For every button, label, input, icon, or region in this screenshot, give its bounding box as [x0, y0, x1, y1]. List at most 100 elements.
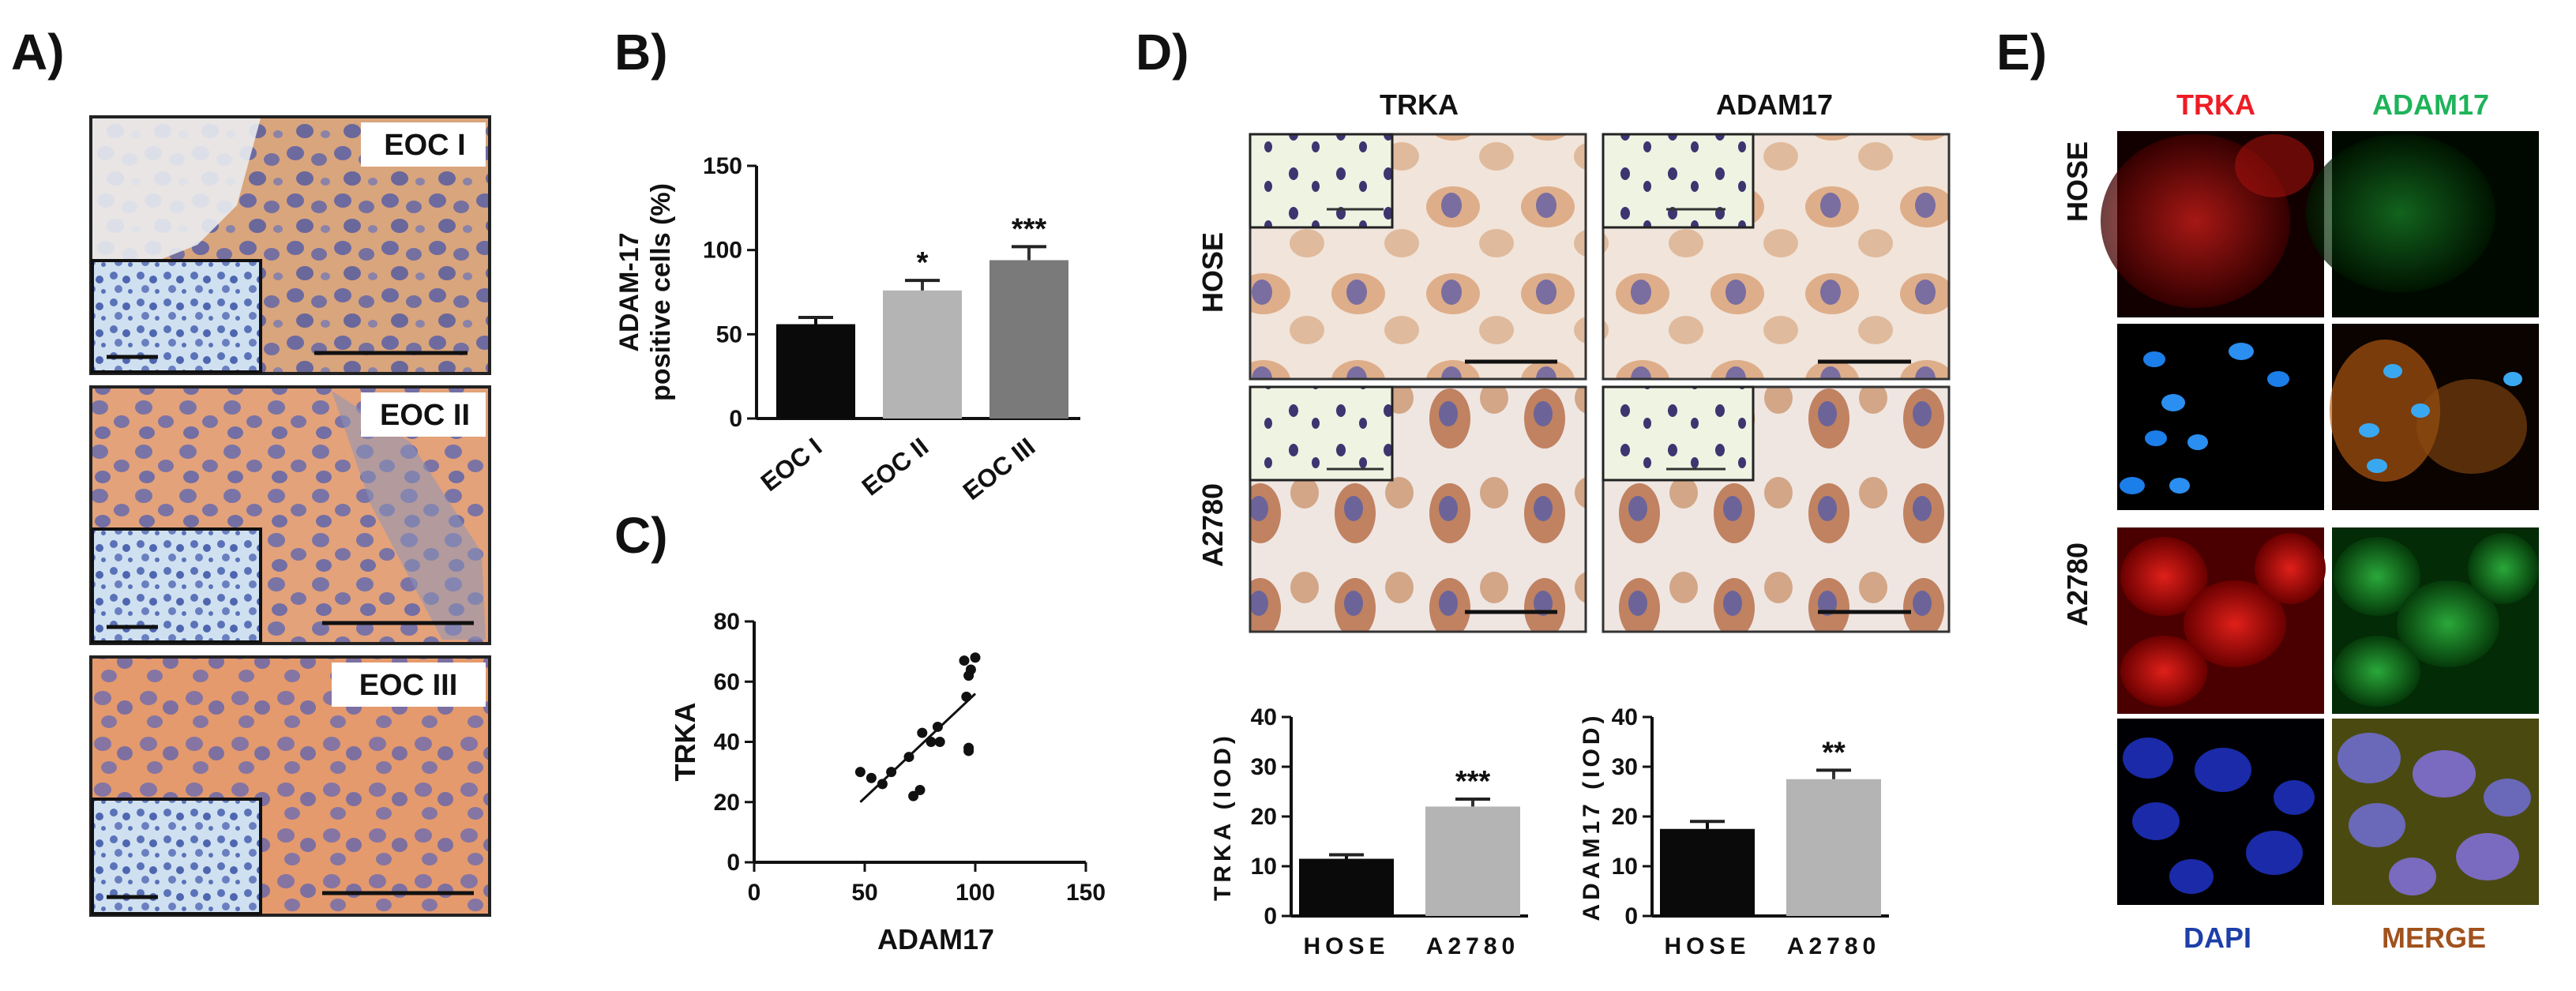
y-tick-label: 30 [1251, 754, 1277, 780]
y-tick-label: 80 [714, 609, 740, 635]
bar [1660, 828, 1755, 916]
y-tick-label: 10 [1251, 854, 1277, 880]
e-a2780-adam17-image [2332, 527, 2539, 714]
x-tick-label: 100 [956, 880, 995, 906]
y-tick-label: 150 [703, 153, 742, 179]
eoc-i-label: EOC I [384, 129, 465, 162]
scatter-point [917, 727, 928, 738]
panel-b-bar-chart: 0 50 100 150 EOC I * EOC II *** EOC III ADAM-17 po… [614, 153, 1080, 505]
regression-line [859, 693, 977, 803]
y-tick-label: 40 [714, 730, 740, 756]
d-row-title-hose: HOSE [1196, 232, 1229, 313]
d-col-title-trka: TRKA [1380, 88, 1459, 121]
e-hose-adam17-image [2306, 131, 2539, 317]
d-a2780-trka-micrograph [1249, 385, 1587, 633]
y-tick-label: 30 [1612, 754, 1638, 780]
scatter-point [932, 721, 943, 732]
bar [776, 324, 855, 419]
d-a2780-adam17-micrograph [1602, 385, 1951, 633]
d-hose-adam17-micrograph [1602, 133, 1951, 381]
significance-marker: * [917, 246, 929, 280]
y-axis-label: ADAM-17 [614, 232, 644, 351]
y-axis-label: TRKA (IOD) [1210, 732, 1236, 901]
y-tick-label: 10 [1612, 854, 1638, 880]
d-row-title-a2780: A2780 [1196, 483, 1229, 567]
y-tick-label: 0 [727, 850, 740, 876]
significance-marker: ** [1822, 736, 1846, 769]
eoc-ii-micrograph: EOC II [89, 385, 491, 645]
scatter-point [963, 745, 974, 756]
scatter-point [866, 772, 877, 783]
bar [883, 290, 962, 419]
e-a2780-merge-image [2332, 719, 2539, 905]
e-col-title-adam17: ADAM17 [2372, 88, 2489, 121]
y-tick-label: 40 [1612, 704, 1638, 730]
y-tick-label: 50 [716, 321, 742, 347]
y-tick-label: 0 [729, 406, 742, 432]
panel-label-b: B) [614, 24, 668, 81]
scatter-point [959, 655, 970, 666]
scatter-point [965, 664, 976, 675]
d-hose-trka-micrograph [1249, 133, 1587, 381]
panel-a: EOC I EOC II EOC III [89, 115, 491, 917]
significance-marker: *** [1012, 212, 1047, 246]
e-a2780-trka-image [2117, 527, 2326, 714]
y-axis-label: positive cells (%) [646, 183, 676, 401]
panel-label-c: C) [614, 507, 668, 564]
eoc-iii-micrograph: EOC III [89, 655, 491, 917]
panel-label-a: A) [11, 24, 65, 81]
x-tick-label: 50 [851, 880, 877, 906]
bar [989, 260, 1068, 419]
y-tick-label: 100 [703, 238, 742, 264]
category-label: EOC III [957, 432, 1040, 505]
y-tick-label: 0 [1624, 903, 1638, 929]
bar [1299, 858, 1394, 916]
e-row-title-hose: HOSE [2061, 141, 2093, 222]
scatter-point [970, 652, 981, 663]
category-label: HOSE [1303, 933, 1389, 959]
y-tick-label: 20 [1612, 804, 1638, 830]
y-tick-label: 20 [714, 790, 740, 816]
y-axis-label: ADAM17 (IOD) [1579, 711, 1605, 921]
y-tick-label: 0 [1264, 903, 1277, 929]
scatter-point [961, 691, 972, 702]
scatter-point [854, 767, 866, 778]
bar [1786, 779, 1881, 916]
panel-label-e: E) [1996, 24, 2047, 81]
panel-d-adam17-bar-chart: 0 10 20 30 40 HOSE ** A2780 ADAM17 (IOD) [1579, 704, 1889, 959]
panel-c-scatter-plot: 0 20 40 60 80 0 50 100 150 ADAM17 TRKA [669, 609, 1106, 955]
e-col-title-trka: TRKA [2176, 88, 2255, 121]
bar [1425, 806, 1520, 916]
category-label: HOSE [1664, 933, 1750, 959]
e-a2780-dapi-image [2117, 719, 2324, 905]
scatter-point [934, 737, 945, 747]
category-label: A2780 [1426, 933, 1519, 959]
y-tick-label: 40 [1251, 704, 1277, 730]
eoc-ii-label: EOC II [380, 399, 470, 432]
x-axis-label: ADAM17 [877, 923, 994, 955]
panel-label-d: D) [1136, 24, 1189, 81]
d-col-title-adam17: ADAM17 [1716, 88, 1833, 121]
e-hose-merge-image [2330, 324, 2539, 510]
y-axis-label: TRKA [669, 703, 701, 782]
category-label: A2780 [1787, 933, 1880, 959]
e-col-title-merge: MERGE [2382, 922, 2486, 954]
category-label: EOC I [755, 432, 827, 497]
y-tick-label: 20 [1251, 804, 1277, 830]
scatter-point [914, 785, 926, 795]
scatter-point [908, 790, 919, 801]
panel-d: TRKA ADAM17 HOSE A2780 [1196, 88, 1951, 633]
panel-e: TRKA ADAM17 HOSE A2780 [2061, 88, 2539, 954]
significance-marker: *** [1455, 765, 1491, 798]
panel-d-trka-bar-chart: 0 10 20 30 40 HOSE *** A2780 TRKA (IOD) [1210, 704, 1528, 959]
scatter-point [877, 779, 888, 790]
x-tick-label: 0 [748, 880, 761, 906]
e-hose-trka-image [2101, 131, 2324, 317]
e-row-title-a2780: A2780 [2061, 542, 2093, 626]
category-label: EOC II [856, 432, 933, 501]
e-hose-dapi-image [2117, 324, 2324, 510]
eoc-iii-label: EOC III [359, 669, 458, 702]
x-tick-label: 150 [1066, 880, 1106, 906]
y-tick-label: 60 [714, 669, 740, 695]
